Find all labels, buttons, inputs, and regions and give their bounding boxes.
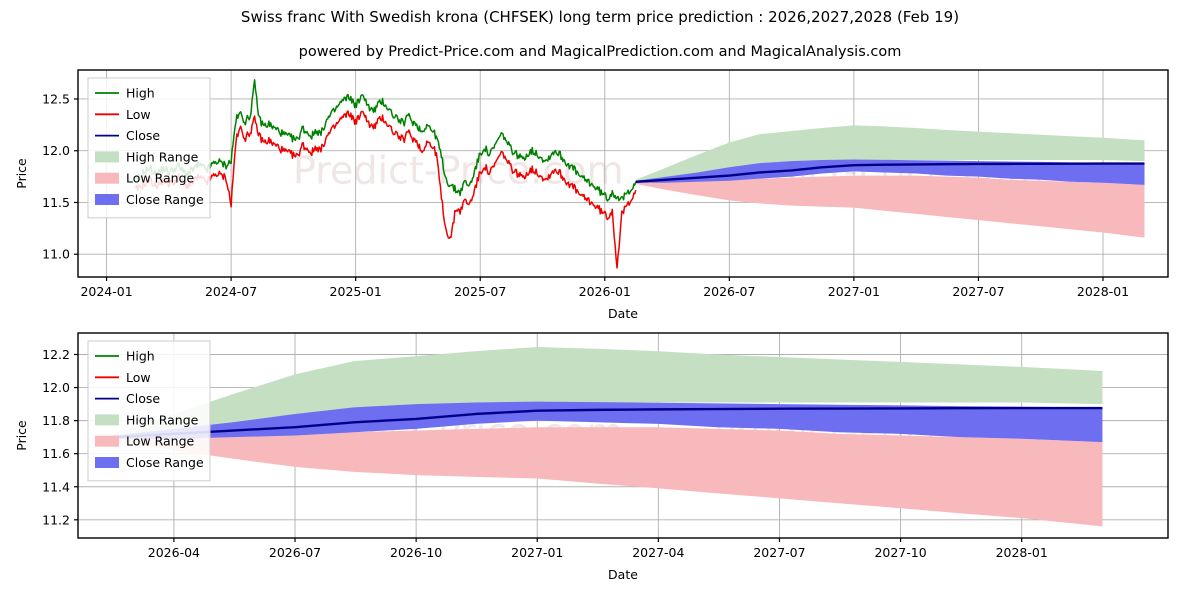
page-title: Swiss franc With Swedish krona (CHFSEK) … [240,8,960,26]
close-line-forecast [635,162,1145,183]
legend-label: Low [126,107,151,122]
legend-swatch-patch [95,457,119,468]
axes-frame [77,69,1169,278]
ytick-label-3: 11.8 [42,413,70,428]
panel-top-panel: Predict-Price.comPredict-Price.com11.011… [14,69,1169,321]
xtick-label-7: 2027-07 [952,284,1004,299]
legend-label: Close [126,128,160,143]
legend-swatch-patch [95,194,119,205]
x-axis-label: Date [608,306,638,321]
legend-bottom-panel: High Low Close High Range Low Range Close Ran… [87,340,211,482]
xtick-label-5: 2026-07 [703,284,755,299]
panel-bottom-panel: Predict-Price.comPredict-Price.com11.211… [14,332,1169,582]
x-axis-label: Date [608,567,638,582]
legend-swatch-patch [95,151,119,163]
xtick-label-4: 2027-04 [632,545,684,560]
xtick-label-0: 2024-01 [80,284,132,299]
ytick-label-2: 12.0 [42,143,70,158]
legend-swatch-patch [95,435,119,447]
high-range-band [113,347,1103,438]
close-line-forecast [113,406,1103,439]
xtick-label-0: 2026-04 [148,545,200,560]
ytick-label-0: 11.2 [42,512,70,527]
y-axis-label: Price [14,420,29,451]
ytick-label-2: 11.6 [42,446,70,461]
legend-top-panel: High Low Close High Range Low Range Close Ran… [87,77,211,219]
legend-label: Low Range [126,434,195,449]
legend-label: High [126,349,155,364]
legend-item-low-range[interactable]: Low Range [95,171,195,186]
legend-item-close[interactable]: Close [95,128,160,143]
legend-item-low[interactable]: Low [95,370,151,385]
xtick-label-7: 2028-01 [996,545,1048,560]
data-group [113,347,1103,527]
xtick-label-3: 2025-07 [454,284,506,299]
legend-item-close-range[interactable]: Close Range [95,455,204,470]
legend-item-high[interactable]: High [95,86,155,101]
legend-item-close-range[interactable]: Close Range [95,192,204,207]
close-range-band [113,401,1103,443]
xtick-label-4: 2026-01 [579,284,631,299]
low-range-band [113,427,1103,527]
ytick-label-3: 12.5 [42,91,70,106]
close-range-band [635,159,1145,185]
low-line-history [134,110,637,269]
ytick-label-0: 11.0 [42,247,70,262]
high-range-band [635,125,1145,182]
legend-swatch-patch [95,414,119,426]
ytick-label-1: 11.5 [42,195,70,210]
legend-label: High Range [126,412,199,427]
ytick-label-5: 12.2 [42,347,70,362]
legend-label: Close Range [126,192,204,207]
xtick-label-1: 2026-07 [269,545,321,560]
xtick-label-5: 2027-07 [753,545,805,560]
page-subtitle: powered by Predict-Price.com and Magical… [298,44,902,60]
legend-item-low-range[interactable]: Low Range [95,434,195,449]
ytick-label-4: 12.0 [42,380,70,395]
ytick-label-1: 11.4 [42,479,70,494]
legend-item-high-range[interactable]: High Range [95,412,199,427]
xtick-label-1: 2024-07 [205,284,257,299]
xtick-label-2: 2026-10 [390,545,442,560]
legend-item-high-range[interactable]: High Range [95,149,199,164]
low-range-band [635,175,1145,238]
axes-frame [77,332,1169,539]
legend-item-low[interactable]: Low [95,107,151,122]
legend-label: Close [126,391,160,406]
legend-label: Close Range [126,455,204,470]
y-axis-label: Price [14,158,29,189]
legend-label: High Range [126,149,199,164]
xtick-label-6: 2027-10 [874,545,926,560]
xtick-label-6: 2027-01 [828,284,880,299]
legend-label: High [126,86,155,101]
legend-label: Low [126,370,151,385]
xtick-label-8: 2028-01 [1077,284,1129,299]
legend-item-high[interactable]: High [95,349,155,364]
legend-item-close[interactable]: Close [95,391,160,406]
legend-label: Low Range [126,171,195,186]
xtick-label-3: 2027-01 [511,545,563,560]
high-line-history [134,79,637,202]
data-group [134,79,1145,269]
xtick-label-2: 2025-01 [330,284,382,299]
legend-swatch-patch [95,172,119,184]
